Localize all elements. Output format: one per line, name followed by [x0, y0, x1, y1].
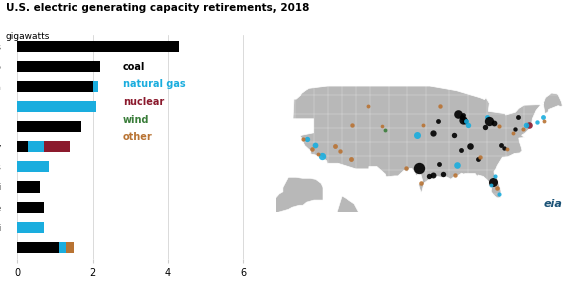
Point	[302, 137, 312, 142]
Point	[524, 123, 533, 127]
Text: U.S. electric generating capacity retirements, 2018: U.S. electric generating capacity retire…	[6, 3, 309, 13]
Point	[462, 119, 471, 124]
Bar	[17, 81, 92, 92]
Point	[454, 111, 463, 116]
Point	[434, 162, 444, 166]
Bar	[17, 101, 96, 112]
Bar	[17, 141, 28, 152]
Point	[532, 119, 541, 124]
Point	[347, 123, 357, 128]
Bar	[28, 141, 43, 152]
Point	[317, 154, 327, 158]
Point	[456, 147, 465, 152]
Point	[311, 143, 320, 148]
Point	[493, 186, 502, 190]
Text: eia: eia	[544, 198, 563, 209]
Point	[414, 166, 424, 170]
Point	[457, 115, 466, 120]
Point	[452, 162, 462, 167]
Bar	[17, 202, 43, 213]
Point	[511, 126, 520, 131]
Point	[331, 144, 340, 149]
Point	[458, 112, 467, 117]
Polygon shape	[274, 177, 323, 213]
Bar	[17, 61, 100, 72]
Point	[364, 104, 373, 109]
Point	[465, 144, 474, 149]
Point	[418, 123, 428, 127]
Polygon shape	[337, 196, 361, 213]
Point	[499, 146, 508, 151]
Point	[473, 157, 482, 161]
Polygon shape	[293, 86, 563, 198]
Point	[458, 118, 467, 122]
Bar	[17, 242, 59, 253]
Point	[538, 115, 547, 120]
Point	[496, 143, 505, 147]
Point	[490, 121, 499, 125]
Text: wind: wind	[123, 115, 149, 125]
Point	[461, 118, 470, 123]
Point	[377, 124, 387, 128]
Point	[519, 127, 528, 131]
Point	[380, 128, 389, 132]
Point	[539, 118, 549, 123]
Point	[513, 115, 522, 119]
Text: coal: coal	[123, 62, 145, 72]
Point	[307, 147, 316, 151]
Point	[428, 131, 437, 136]
Point	[486, 183, 496, 187]
Point	[429, 173, 438, 177]
Text: other: other	[123, 132, 152, 142]
Bar	[92, 81, 98, 92]
Bar	[17, 181, 40, 192]
Point	[449, 132, 458, 137]
Point	[401, 166, 410, 171]
Point	[508, 131, 518, 136]
Bar	[17, 41, 179, 52]
Point	[481, 125, 490, 130]
Bar	[59, 242, 66, 253]
Text: gigawatts: gigawatts	[6, 32, 50, 41]
Point	[476, 154, 485, 159]
Point	[436, 103, 445, 108]
Point	[346, 157, 355, 161]
Text: nuclear: nuclear	[123, 97, 164, 107]
Text: natural gas: natural gas	[123, 79, 185, 89]
Bar	[17, 221, 43, 233]
Point	[489, 179, 498, 184]
Point	[494, 124, 504, 128]
Point	[313, 151, 323, 156]
Point	[335, 149, 344, 154]
Point	[299, 137, 308, 141]
Bar	[43, 141, 70, 152]
Point	[450, 172, 459, 177]
Point	[503, 147, 512, 151]
Point	[482, 115, 492, 120]
Point	[425, 174, 434, 178]
Point	[490, 174, 500, 178]
Bar	[17, 121, 81, 132]
Point	[485, 119, 494, 124]
Bar	[17, 161, 49, 173]
Point	[522, 123, 531, 128]
Point	[494, 192, 503, 196]
Point	[439, 171, 448, 176]
Point	[463, 123, 473, 128]
Bar	[66, 242, 74, 253]
Point	[433, 119, 443, 124]
Point	[416, 181, 425, 186]
Point	[413, 132, 422, 137]
